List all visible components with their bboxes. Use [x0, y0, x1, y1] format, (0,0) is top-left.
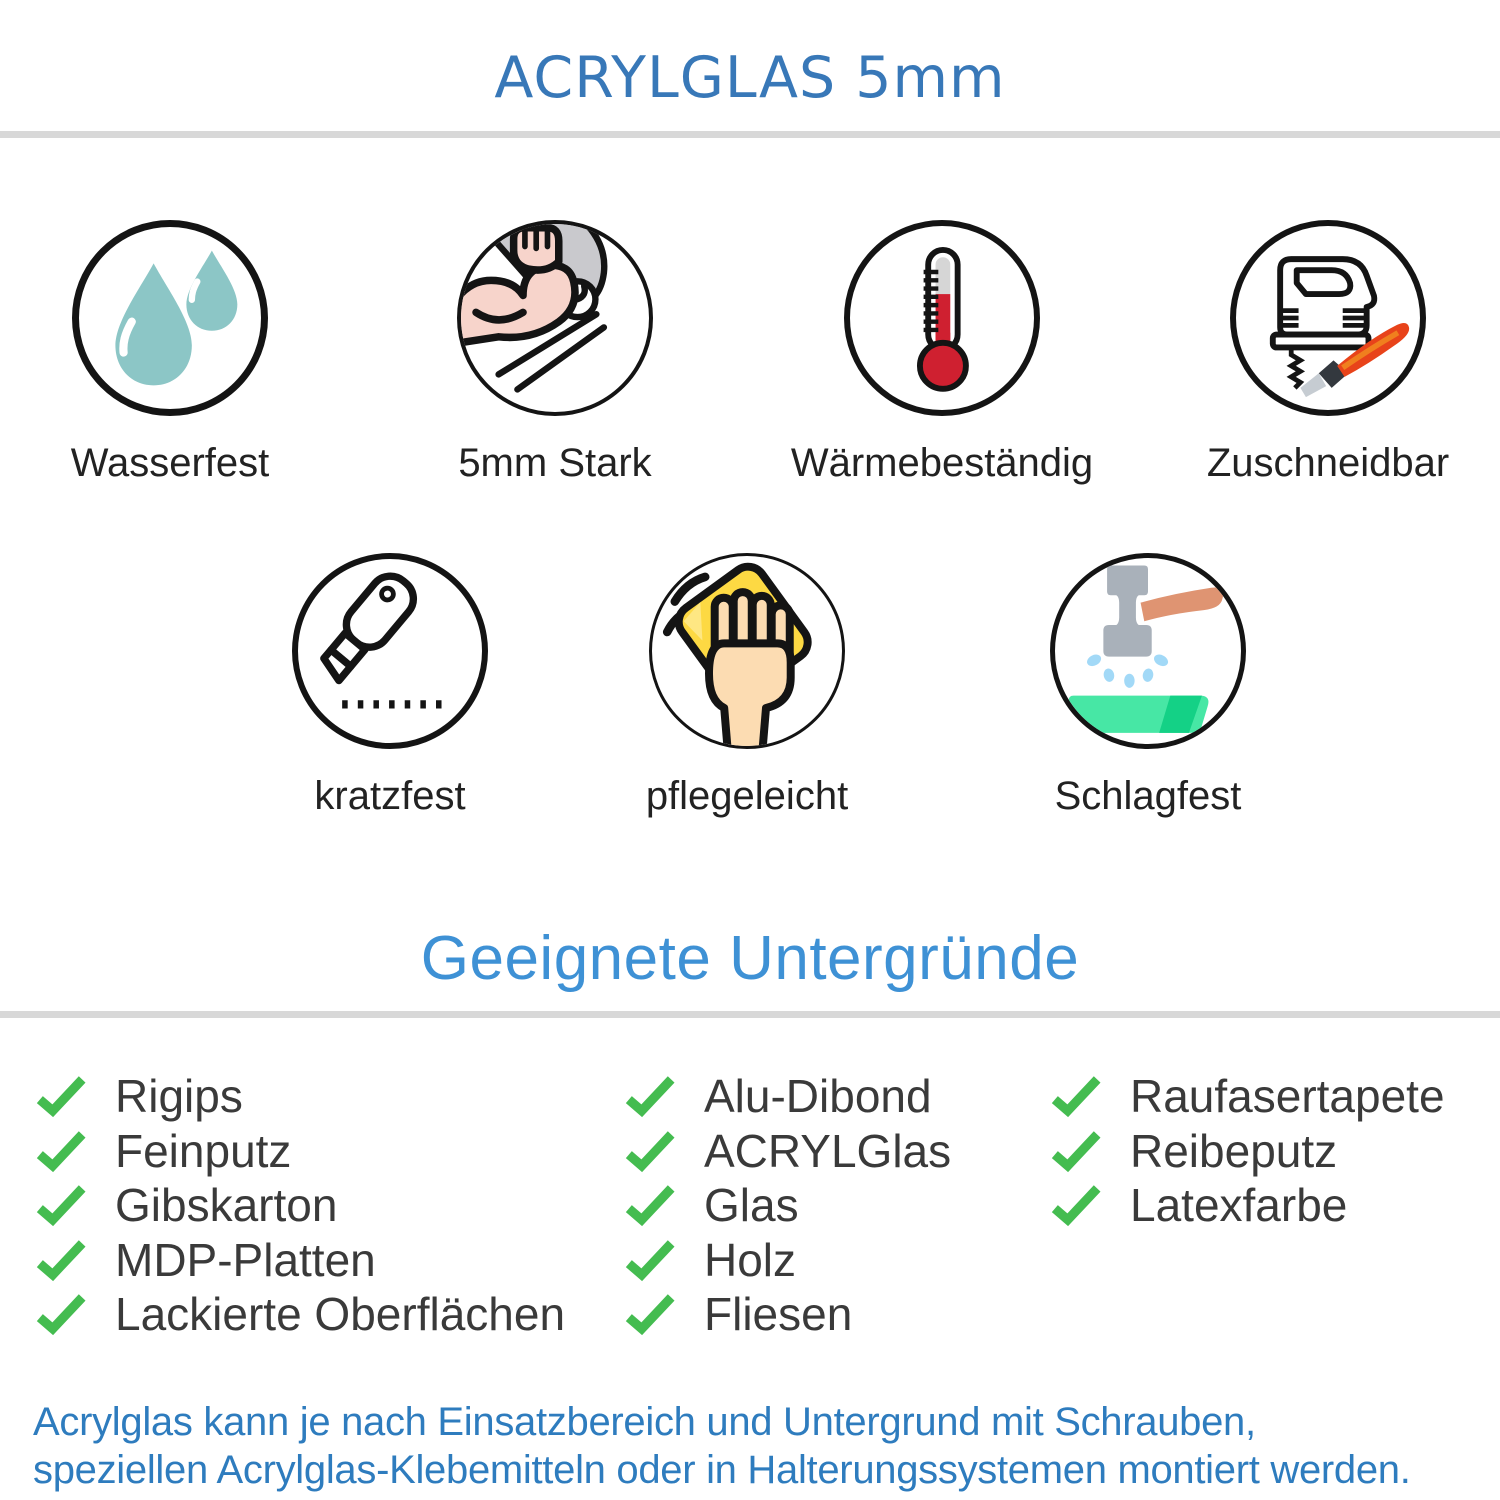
footer-note: Acrylglas kann je nach Einsatzbereich un…	[33, 1398, 1483, 1494]
check-icon	[36, 1076, 86, 1118]
list-item: Alu-Dibond	[622, 1069, 951, 1124]
check-icon	[36, 1240, 86, 1281]
list-item-label: Fliesen	[704, 1288, 853, 1341]
muscle-arm-icon	[457, 220, 653, 416]
list-item: Gibskarton	[33, 1178, 565, 1233]
list-item: Lackierte Oberflächen	[33, 1287, 565, 1342]
list-item: Raufasertapete	[1048, 1069, 1445, 1124]
list-item: ACRYLGlas	[622, 1124, 951, 1179]
check-icon	[36, 1294, 86, 1336]
check-icon	[1051, 1185, 1101, 1227]
list-item: Rigips	[33, 1069, 565, 1124]
list-item-label: Gibskarton	[115, 1179, 338, 1232]
feature-5mm-stark: 5mm Stark	[457, 220, 653, 483]
check-icon	[625, 1240, 675, 1281]
list-item-label: Glas	[704, 1179, 799, 1232]
list-item: MDP-Platten	[33, 1233, 565, 1288]
footer-line-2: speziellen Acrylglas-Klebemitteln oder i…	[33, 1448, 1411, 1492]
list-item-label: Rigips	[115, 1070, 243, 1123]
feature-label: Zuschneidbar	[1206, 441, 1450, 485]
list-item: Reibeputz	[1048, 1124, 1445, 1179]
utility-knife-icon	[292, 553, 488, 749]
check-icon	[1051, 1131, 1101, 1172]
divider-top	[0, 131, 1500, 138]
feature-label: 5mm Stark	[458, 441, 652, 485]
list-item-label: Alu-Dibond	[704, 1070, 932, 1123]
substrate-column-1: Rigips Feinputz Gibskarton MDP-Platten L…	[33, 1069, 565, 1342]
check-icon	[625, 1131, 675, 1172]
check-icon	[1051, 1076, 1101, 1118]
feature-kratzfest: kratzfest	[292, 553, 488, 816]
feature-label: pflegeleicht	[645, 774, 849, 818]
jigsaw-cutter-icon	[1230, 220, 1426, 416]
feature-label: Wärmebeständig	[790, 441, 1094, 485]
list-item-label: ACRYLGlas	[704, 1124, 952, 1177]
list-item: Holz	[622, 1233, 951, 1288]
thermometer-icon	[844, 220, 1040, 416]
check-icon	[625, 1185, 675, 1227]
feature-waermebestaendig: Wärmebeständig	[791, 220, 1093, 483]
feature-pflegeleicht: pflegeleicht	[645, 553, 849, 818]
check-icon	[625, 1294, 675, 1336]
check-icon	[36, 1185, 86, 1227]
list-item-label: Raufasertapete	[1130, 1070, 1445, 1123]
list-item-label: Lackierte Oberflächen	[115, 1288, 566, 1341]
feature-schlagfest: Schlagfest	[1050, 553, 1246, 816]
divider-middle	[0, 1011, 1500, 1018]
list-item: Fliesen	[622, 1287, 951, 1342]
check-icon	[36, 1131, 86, 1172]
list-item: Latexfarbe	[1048, 1178, 1445, 1233]
hammer-impact-icon	[1050, 553, 1246, 749]
feature-label: kratzfest	[314, 774, 466, 818]
substrate-column-2: Alu-Dibond ACRYLGlas Glas Holz Fliesen	[622, 1069, 951, 1342]
section-heading: Geeignete Untergründe	[420, 924, 1080, 993]
substrate-column-3: Raufasertapete Reibeputz Latexfarbe	[1048, 1069, 1445, 1233]
list-item-label: Reibeputz	[1130, 1124, 1338, 1177]
list-item-label: Feinputz	[115, 1124, 292, 1177]
list-item: Feinputz	[33, 1124, 565, 1179]
water-drops-icon	[72, 220, 268, 416]
cleaning-hand-icon	[649, 553, 845, 749]
page-title: ACRYLGLAS 5mm	[494, 45, 1006, 111]
feature-label: Schlagfest	[1054, 774, 1242, 818]
feature-wasserfest: Wasserfest	[70, 220, 270, 485]
list-item-label: Holz	[704, 1233, 797, 1286]
feature-label: Wasserfest	[70, 441, 270, 485]
feature-zuschneidbar: Zuschneidbar	[1207, 220, 1449, 483]
list-item: Glas	[622, 1178, 951, 1233]
list-item-label: Latexfarbe	[1130, 1179, 1348, 1232]
footer-line-1: Acrylglas kann je nach Einsatzbereich un…	[33, 1400, 1256, 1444]
list-item-label: MDP-Platten	[115, 1233, 376, 1286]
check-icon	[625, 1076, 675, 1118]
